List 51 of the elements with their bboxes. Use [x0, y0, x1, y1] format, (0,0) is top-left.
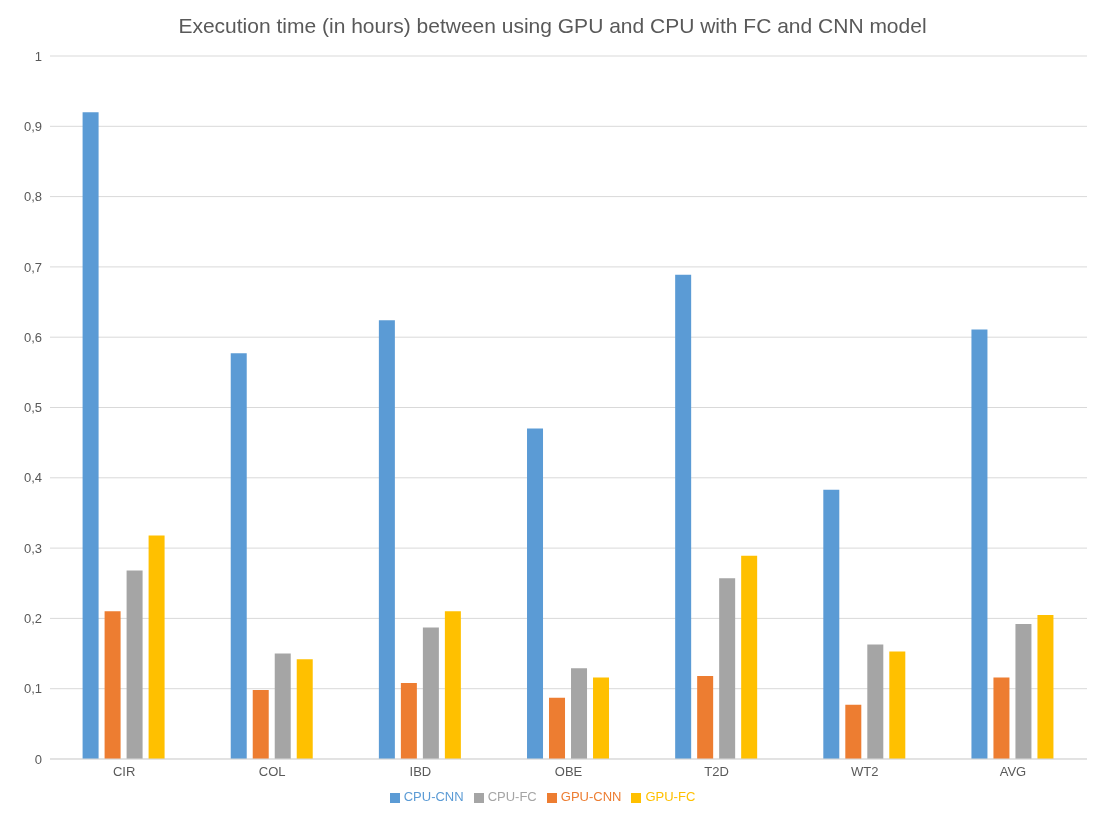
- y-tick-label: 0,7: [23, 259, 42, 275]
- legend-label: CPU-FC: [487, 789, 537, 804]
- bar: [741, 555, 758, 759]
- bar: [971, 329, 988, 759]
- bar: [549, 697, 566, 759]
- bar: [148, 535, 165, 759]
- bar: [845, 704, 862, 759]
- bar: [527, 428, 544, 759]
- bar: [378, 320, 395, 759]
- y-tick-label: 0,3: [23, 540, 42, 556]
- x-tick-label: IBD: [409, 764, 432, 780]
- bar: [1015, 624, 1032, 759]
- y-tick-label: 0,4: [23, 470, 42, 486]
- bar: [252, 690, 269, 759]
- bar: [274, 653, 291, 759]
- y-tick-label: 0,9: [23, 118, 42, 134]
- x-tick-label: AVG: [999, 764, 1027, 780]
- bar: [1037, 614, 1054, 759]
- bar: [400, 683, 417, 759]
- bar: [296, 659, 313, 759]
- bar: [993, 677, 1010, 759]
- legend-label: GPU-CNN: [560, 789, 622, 804]
- bar: [719, 578, 736, 759]
- legend-label: GPU-FC: [645, 789, 696, 804]
- x-tick-label: COL: [258, 764, 286, 780]
- bar: [697, 676, 714, 759]
- bar: [104, 611, 121, 759]
- y-tick-label: 0: [34, 751, 42, 767]
- bar: [593, 677, 610, 759]
- y-tick-label: 0,8: [23, 189, 42, 205]
- x-tick-label: WT2: [851, 764, 879, 780]
- bar: [867, 644, 884, 759]
- bar: [422, 627, 439, 759]
- bar: [889, 651, 906, 759]
- y-tick-label: 0,6: [23, 329, 42, 345]
- bar: [823, 489, 840, 759]
- bar: [82, 112, 99, 759]
- bar: [571, 668, 588, 759]
- x-tick-label: T2D: [704, 764, 729, 780]
- chart-title: Execution time (in hours) between using GPU and CPU with FC and CNN model: [177, 14, 928, 39]
- y-tick-label: 0,1: [23, 681, 42, 697]
- bar: [444, 611, 461, 759]
- bar: [230, 353, 247, 759]
- y-tick-label: 1: [34, 48, 42, 64]
- bar: [675, 274, 692, 759]
- legend-label: CPU-CNN: [403, 789, 464, 804]
- x-tick-label: OBE: [554, 764, 583, 780]
- y-tick-label: 0,5: [23, 400, 42, 416]
- bar: [126, 570, 143, 759]
- x-tick-label: CIR: [112, 764, 136, 780]
- y-tick-label: 0,2: [23, 611, 42, 627]
